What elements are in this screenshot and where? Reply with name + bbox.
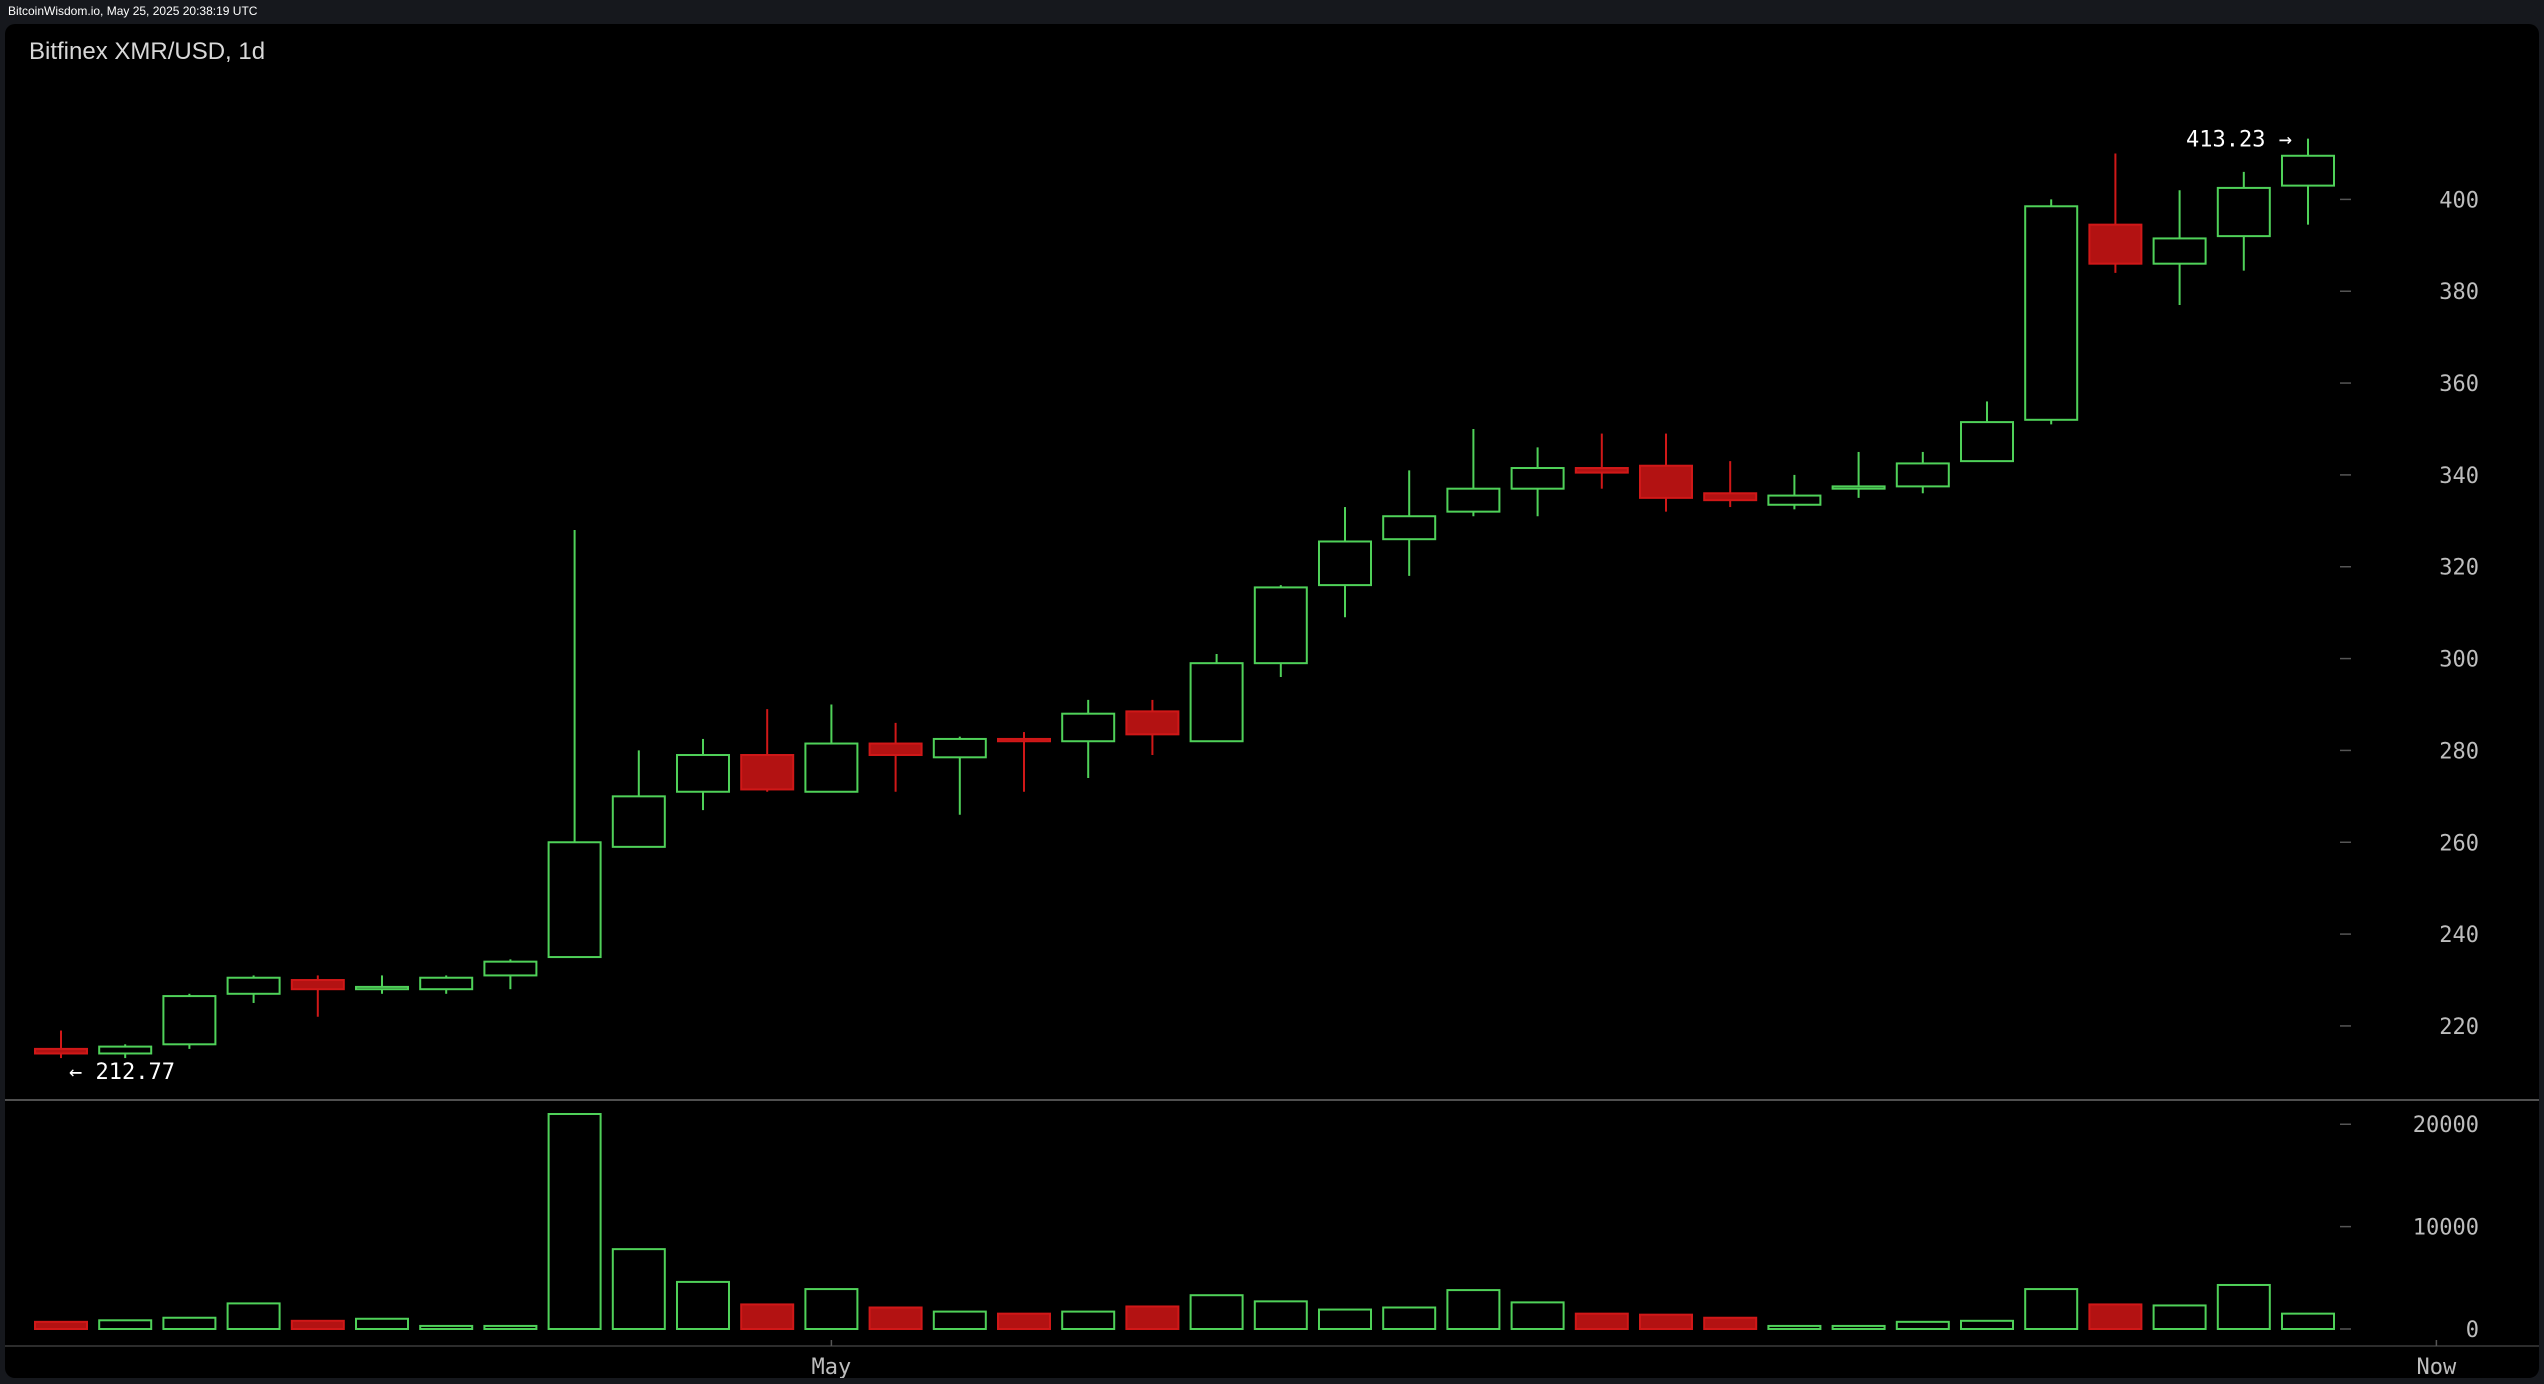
low-price-annotation: ← 212.77 xyxy=(69,1060,175,1085)
candle-up xyxy=(1767,494,1822,506)
candle-up xyxy=(1510,467,1565,490)
volume-bar-up xyxy=(355,1317,409,1331)
time-tick-label: Now xyxy=(2417,1355,2457,1378)
volume-tick-label: 10000 xyxy=(2413,1216,2479,1241)
price-tick-label: 320 xyxy=(2439,556,2479,581)
volume-bar-up xyxy=(804,1288,859,1330)
chart-title: Bitfinex XMR/USD, 1d xyxy=(29,38,266,65)
volume-bar-up xyxy=(2281,1312,2335,1330)
volume-bar-up xyxy=(1253,1300,1308,1331)
candle-down xyxy=(1574,467,1629,474)
price-tick-label: 340 xyxy=(2439,464,2479,489)
volume-bar-down xyxy=(1703,1316,1758,1330)
volume-bar-up xyxy=(2152,1304,2207,1331)
volume-bar-down xyxy=(290,1319,345,1331)
volume-tick-label: 0 xyxy=(2466,1318,2479,1343)
volume-bar-up xyxy=(676,1280,730,1331)
candle-up xyxy=(419,976,474,991)
volume-bar-up xyxy=(1318,1308,1372,1330)
volume-bar-up xyxy=(1895,1320,1950,1331)
candle-up xyxy=(1189,662,1244,743)
volume-bar-up xyxy=(2024,1288,2079,1330)
candle-up xyxy=(2216,186,2271,238)
candle-down xyxy=(2088,223,2143,265)
candle-up xyxy=(1960,421,2014,463)
candlestick-chart[interactable]: 220 240 260 280 300 320 340 360 380 400 0 10000 2000… xyxy=(5,24,2539,1378)
candle-down xyxy=(1125,710,1180,736)
volume-bar-down xyxy=(997,1312,1051,1330)
volume-bar-up xyxy=(483,1324,538,1331)
candle-up xyxy=(1895,462,1950,488)
volume-bar-up xyxy=(1189,1294,1244,1330)
volume-bar-down xyxy=(868,1306,923,1330)
candle-up xyxy=(483,960,538,977)
candles-layer xyxy=(34,138,2335,1059)
candle-up xyxy=(804,742,859,793)
high-price-annotation: 413.23 → xyxy=(2186,128,2292,153)
labels-layer: 220 240 260 280 300 320 340 360 380 400 0 10000 2000… xyxy=(69,128,2479,1378)
candle-up xyxy=(1831,485,1886,490)
volume-bar-up xyxy=(1382,1306,1437,1330)
volume-bar-down xyxy=(2088,1303,2143,1331)
volume-bar-down xyxy=(1574,1312,1629,1330)
price-tick-label: 300 xyxy=(2439,648,2479,673)
price-tick-label: 380 xyxy=(2439,280,2479,305)
time-tick-label: May xyxy=(812,1355,852,1378)
candle-up xyxy=(1318,540,1372,587)
axis-layer xyxy=(5,198,2539,1347)
candle-down xyxy=(1639,464,1693,499)
volume-bar-up xyxy=(2216,1283,2271,1331)
candle-up xyxy=(1446,487,1501,513)
volume-bar-up xyxy=(1960,1319,2014,1331)
top-bar: BitcoinWisdom.io, May 25, 2025 20:38:19 … xyxy=(0,0,2544,24)
volume-bar-up xyxy=(932,1310,987,1330)
candle-up xyxy=(2281,154,2335,187)
volume-bar-down xyxy=(34,1320,88,1331)
candle-down xyxy=(1703,492,1758,502)
candle-up xyxy=(547,841,602,959)
volume-bar-up xyxy=(162,1316,217,1330)
price-tick-label: 240 xyxy=(2439,923,2479,948)
chart-panel[interactable]: Bitfinex XMR/USD, 1d 220 240 260 280 300 320 3… xyxy=(5,24,2539,1378)
volume-bar-up xyxy=(98,1319,153,1330)
volume-bar-down xyxy=(1639,1313,1693,1330)
volume-bar-up xyxy=(547,1113,602,1330)
candle-up xyxy=(355,985,409,991)
volume-bar-up xyxy=(1510,1301,1565,1331)
volume-bar-down xyxy=(740,1303,795,1331)
candle-up xyxy=(932,737,987,759)
volume-bar-down xyxy=(1125,1305,1180,1331)
volume-bar-up xyxy=(1446,1289,1501,1330)
candle-down xyxy=(290,979,345,991)
candle-up xyxy=(676,754,730,793)
candle-up xyxy=(2024,205,2079,421)
candle-up xyxy=(226,976,281,995)
candle-up xyxy=(1061,712,1116,743)
price-tick-label: 220 xyxy=(2439,1015,2479,1040)
volume-bar-up xyxy=(226,1302,281,1331)
candle-up xyxy=(1253,586,1308,665)
price-tick-label: 400 xyxy=(2439,188,2479,213)
candle-up xyxy=(611,795,666,848)
candle-down xyxy=(34,1047,88,1055)
candle-up xyxy=(98,1045,153,1055)
price-tick-label: 280 xyxy=(2439,739,2479,764)
candle-down xyxy=(868,742,923,757)
volume-bar-up xyxy=(1767,1324,1822,1331)
volume-bar-up xyxy=(419,1324,474,1331)
volume-tick-label: 20000 xyxy=(2413,1113,2479,1138)
volume-bar-up xyxy=(611,1248,666,1330)
candle-down xyxy=(740,754,795,791)
candle-down xyxy=(997,737,1051,743)
volume-bar-up xyxy=(1831,1324,1886,1331)
volume-bar-up xyxy=(1061,1310,1116,1330)
volume-layer xyxy=(34,1113,2335,1331)
candle-up xyxy=(2152,237,2207,265)
source-timestamp: BitcoinWisdom.io, May 25, 2025 20:38:19 … xyxy=(8,4,258,18)
candle-up xyxy=(1382,515,1437,541)
price-tick-label: 360 xyxy=(2439,372,2479,397)
price-tick-label: 260 xyxy=(2439,831,2479,856)
candle-up xyxy=(162,995,217,1046)
